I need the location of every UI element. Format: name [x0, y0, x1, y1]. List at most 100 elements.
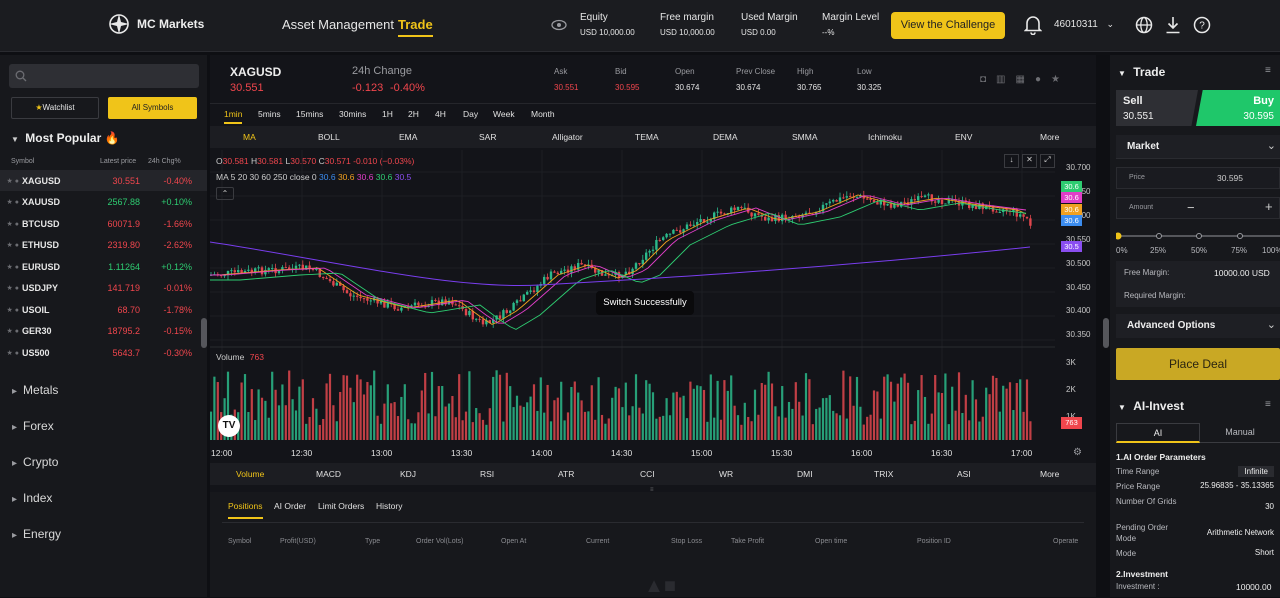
indicator-alligator[interactable]: Alligator: [552, 132, 583, 142]
trade-header[interactable]: ▼ Trade: [1118, 65, 1165, 79]
nav-asset-management[interactable]: Asset Management: [282, 17, 395, 32]
collapse-icon[interactable]: ✕: [1022, 154, 1037, 168]
resize-handle[interactable]: ≡: [650, 487, 654, 493]
logo[interactable]: MC Markets: [108, 13, 204, 35]
place-deal-button[interactable]: Place Deal: [1116, 348, 1280, 380]
candles-icon[interactable]: ▥: [996, 74, 1006, 85]
collapse-legend-button[interactable]: ⌃: [216, 187, 234, 200]
info-icon[interactable]: ●: [1034, 74, 1041, 85]
most-popular-header[interactable]: ▼ Most Popular 🔥: [11, 131, 120, 145]
download-icon[interactable]: [1165, 16, 1181, 34]
sub-indicator-kdj[interactable]: KDJ: [400, 469, 417, 479]
indicator-sar[interactable]: SAR: [479, 132, 497, 142]
indicator-ichimoku[interactable]: Ichimoku: [868, 132, 903, 142]
star-icon[interactable]: ★ ●: [6, 349, 19, 357]
amount-field[interactable]: Amount − +: [1116, 197, 1280, 219]
symbol-row[interactable]: ★ ● USDJPY 141.719 -0.01%: [0, 278, 207, 299]
indicator-smma[interactable]: SMMA: [792, 132, 818, 142]
sub-indicator-macd[interactable]: MACD: [316, 469, 342, 479]
symbol-row[interactable]: ★ ● EURUSD 1.11264 +0.12%: [0, 256, 207, 277]
left-collapse-handle[interactable]: [201, 318, 207, 348]
symbol-row[interactable]: ★ ● BTCUSD 60071.9 -1.66%: [0, 213, 207, 234]
star-icon[interactable]: ★ ●: [6, 220, 19, 228]
tab-history[interactable]: History: [376, 501, 403, 511]
nav-trade[interactable]: Trade: [398, 17, 433, 37]
price-field[interactable]: Price 30.595: [1116, 167, 1280, 189]
sub-indicator-cci[interactable]: CCI: [640, 469, 655, 479]
eye-icon[interactable]: [551, 19, 567, 31]
timeframe-1H[interactable]: 1H: [382, 109, 393, 119]
star-icon[interactable]: ★ ●: [6, 285, 19, 292]
menu-icon[interactable]: ≡: [1265, 399, 1271, 410]
indicator-ema[interactable]: EMA: [399, 132, 418, 142]
indicator-dema[interactable]: DEMA: [713, 132, 738, 142]
star-icon[interactable]: ★ ●: [6, 242, 19, 249]
tab-limit-orders[interactable]: Limit Orders: [318, 501, 365, 511]
down-arrow-icon[interactable]: ↓: [1004, 154, 1019, 168]
sub-indicator-more[interactable]: More: [1040, 469, 1060, 479]
category-index[interactable]: Index: [12, 491, 52, 505]
globe-icon[interactable]: [1135, 16, 1153, 34]
indicator-env[interactable]: ENV: [955, 132, 973, 142]
sell-button[interactable]: Sell 30.551: [1116, 90, 1198, 126]
timeframe-Month[interactable]: Month: [531, 109, 555, 119]
search-input[interactable]: [9, 64, 199, 88]
buy-button[interactable]: Buy 30.595: [1196, 90, 1280, 126]
right-collapse-handle[interactable]: [1103, 318, 1109, 348]
favorite-star-icon[interactable]: ★: [1051, 74, 1060, 85]
sub-indicator-rsi[interactable]: RSI: [480, 469, 495, 479]
watchlist-tab[interactable]: ★Watchlist: [11, 97, 99, 119]
star-icon[interactable]: ★ ●: [6, 177, 19, 185]
candlestick-chart[interactable]: [210, 150, 1096, 443]
symbol-row[interactable]: ★ ● US500 5643.7 -0.30%: [0, 342, 207, 363]
view-challenge-button[interactable]: View the Challenge: [891, 12, 1005, 39]
symbol-row[interactable]: ★ ● GER30 18795.2 -0.15%: [0, 321, 207, 342]
timeframe-30mins[interactable]: 30mins: [339, 109, 367, 119]
symbol-row[interactable]: ★ ● XAGUSD 30.551 -0.40%: [0, 170, 207, 191]
symbol-row[interactable]: ★ ● ETHUSD 2319.80 -2.62%: [0, 235, 207, 256]
minus-icon[interactable]: −: [1187, 200, 1195, 215]
bell-icon[interactable]: [1024, 15, 1042, 35]
tradingview-logo-icon[interactable]: TV: [218, 415, 240, 437]
indicator-ma[interactable]: MA: [243, 132, 256, 142]
category-metals[interactable]: Metals: [12, 383, 58, 397]
symbol-row[interactable]: ★ ● XAUUSD 2567.88 +0.10%: [0, 192, 207, 213]
order-type-select[interactable]: Market ⌄: [1116, 135, 1280, 159]
tab-ai-order[interactable]: AI Order: [274, 501, 307, 511]
account-dropdown[interactable]: 46010311 ⌄: [1054, 19, 1114, 30]
amount-slider[interactable]: [1116, 229, 1280, 243]
timeframe-1min[interactable]: 1min: [224, 109, 243, 124]
indicator-boll[interactable]: BOLL: [318, 132, 340, 142]
star-icon[interactable]: ★ ●: [6, 199, 19, 206]
star-icon[interactable]: ★ ●: [6, 306, 19, 314]
category-crypto[interactable]: Crypto: [12, 455, 58, 469]
category-forex[interactable]: Forex: [12, 419, 54, 433]
sub-indicator-dmi[interactable]: DMI: [797, 469, 813, 479]
symbol-row[interactable]: ★ ● USOIL 68.70 -1.78%: [0, 299, 207, 320]
ai-tab[interactable]: AI: [1116, 423, 1200, 443]
plus-icon[interactable]: +: [1265, 199, 1273, 214]
ai-invest-header[interactable]: ▼ AI-Invest: [1118, 399, 1184, 413]
sub-indicator-trix[interactable]: TRIX: [874, 469, 894, 479]
manual-tab[interactable]: Manual: [1200, 423, 1280, 443]
layout-icon[interactable]: ▦: [1015, 74, 1025, 85]
timeframe-2H[interactable]: 2H: [408, 109, 419, 119]
settings-gear-icon[interactable]: ⚙: [1073, 447, 1082, 458]
timeframe-4H[interactable]: 4H: [435, 109, 446, 119]
indicator-tema[interactable]: TEMA: [635, 132, 659, 142]
sub-indicator-wr[interactable]: WR: [719, 469, 734, 479]
timeframe-5mins[interactable]: 5mins: [258, 109, 281, 119]
all-symbols-tab[interactable]: All Symbols: [108, 97, 197, 119]
help-icon[interactable]: ?: [1193, 16, 1211, 34]
timeframe-15mins[interactable]: 15mins: [296, 109, 324, 119]
tab-positions[interactable]: Positions: [228, 501, 263, 519]
timeframe-Day[interactable]: Day: [463, 109, 479, 119]
sub-indicator-asi[interactable]: ASI: [957, 469, 971, 479]
advanced-options[interactable]: Advanced Options ⌄: [1116, 314, 1280, 338]
category-energy[interactable]: Energy: [12, 527, 61, 541]
camera-icon[interactable]: ◘: [980, 74, 987, 85]
sub-indicator-volume[interactable]: Volume: [236, 469, 265, 479]
star-icon[interactable]: ★ ●: [6, 328, 19, 335]
sub-indicator-atr[interactable]: ATR: [558, 469, 575, 479]
fullscreen-icon[interactable]: ⤢: [1040, 154, 1055, 168]
